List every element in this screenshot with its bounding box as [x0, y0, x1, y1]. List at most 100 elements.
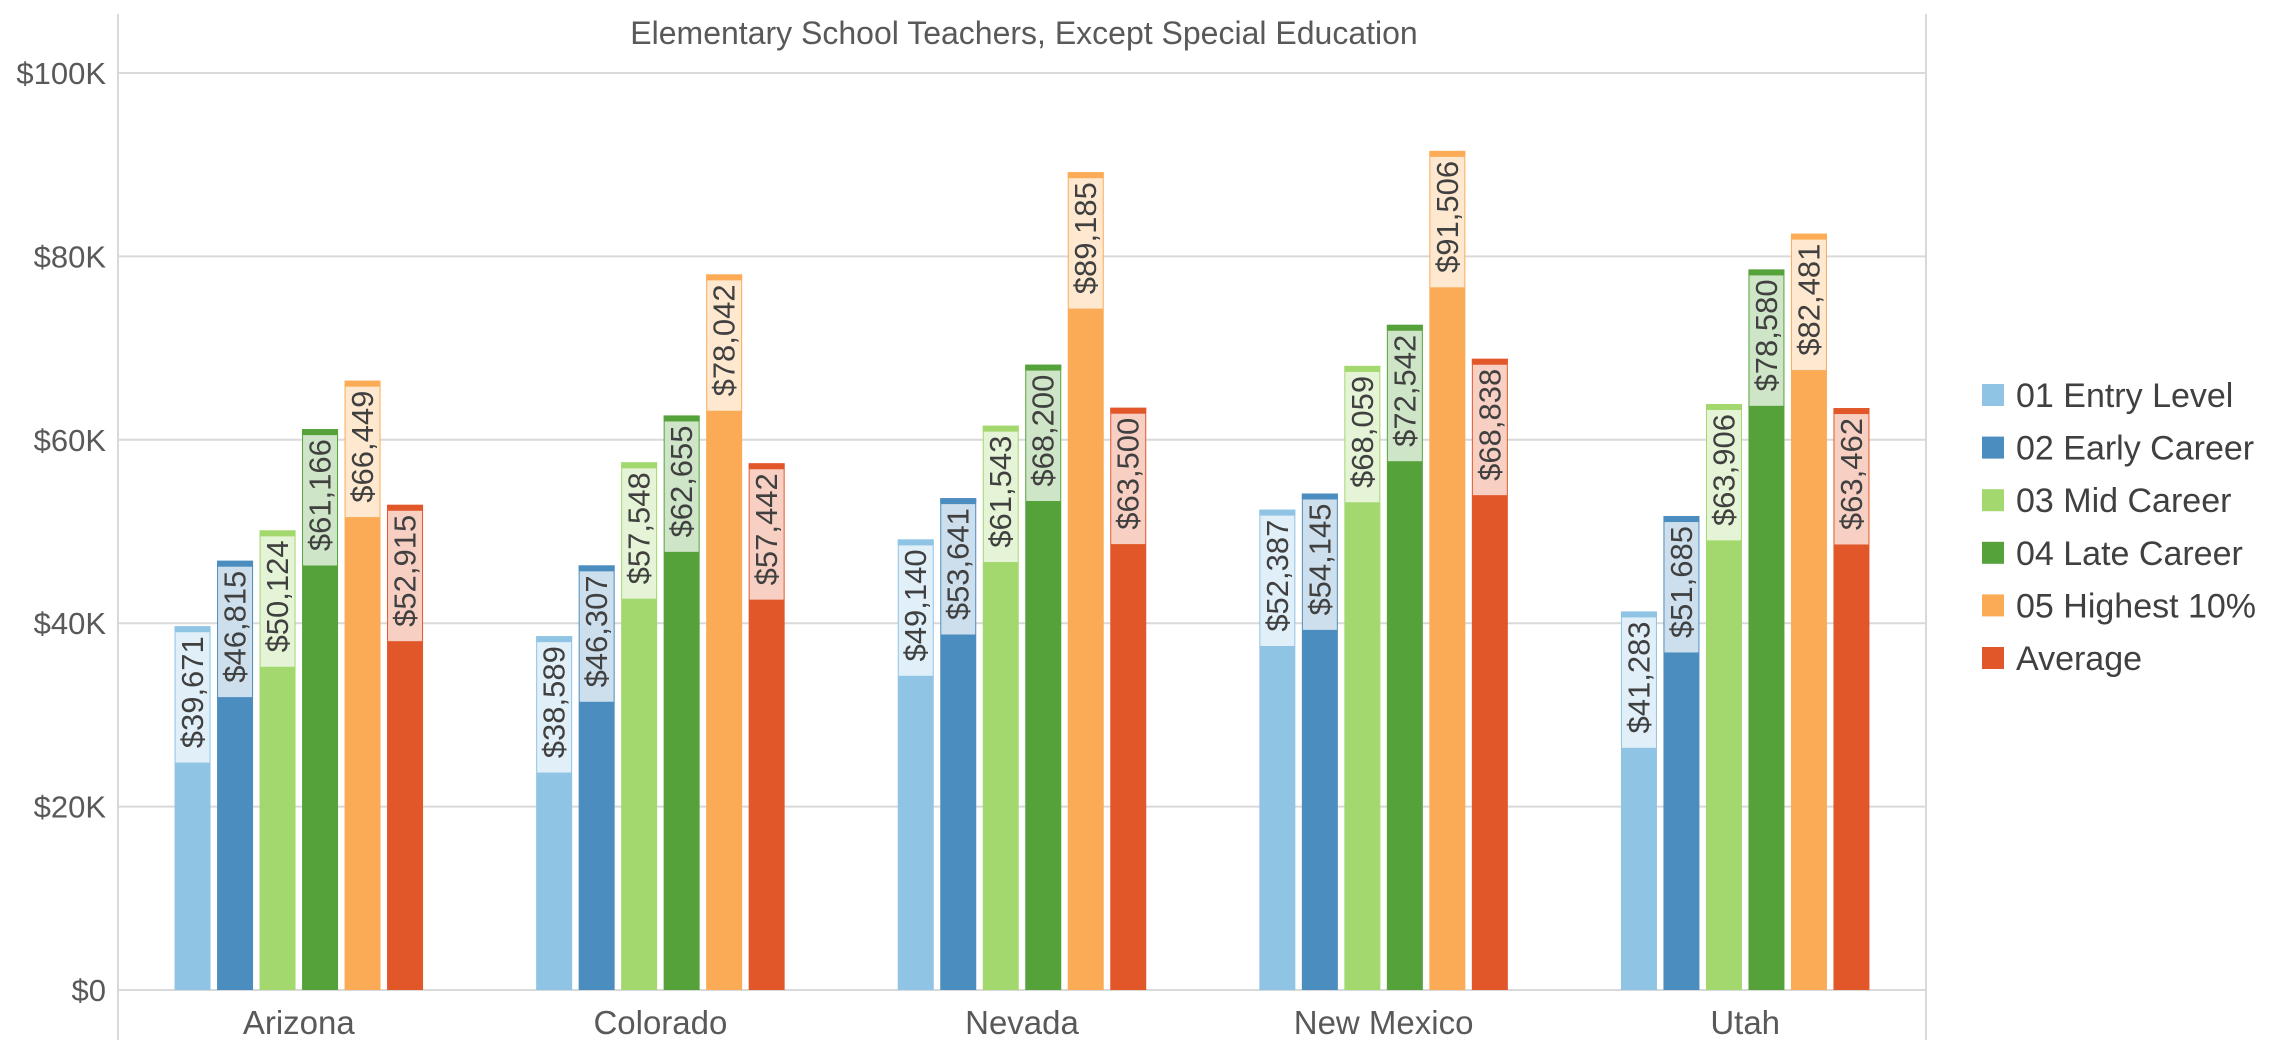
data-label: $52,915: [388, 515, 423, 627]
data-label-background: [345, 386, 380, 518]
legend-label: Average: [2016, 640, 2142, 678]
legend-label: 01 Entry Level: [2016, 377, 2233, 415]
legend-swatch: [1982, 489, 2004, 512]
legend: 01 Entry Level 02 Early Career 03 Mid Care…: [1982, 377, 2256, 678]
bar-top-edge: [982, 425, 1019, 431]
data-label: $38,589: [537, 646, 572, 758]
data-label: $52,387: [1260, 520, 1295, 632]
data-label: $41,283: [1621, 621, 1656, 733]
bar-top-edge: [217, 560, 254, 566]
data-label-background: [1026, 370, 1061, 502]
data-label: $66,449: [345, 391, 380, 503]
bar-top-edge: [1748, 269, 1785, 275]
bar-top-edge: [578, 565, 615, 571]
data-label: $46,815: [218, 571, 253, 683]
bar-top-edge: [1833, 408, 1870, 414]
bar-top-edge: [174, 626, 211, 632]
data-label: $53,641: [941, 508, 976, 620]
legend-label: 05 Highest 10%: [2016, 587, 2256, 625]
bar-top-edge: [1344, 365, 1381, 371]
data-label-background: [1791, 239, 1826, 371]
data-label: $63,462: [1834, 418, 1869, 530]
legend-label: 02 Early Career: [2016, 430, 2254, 468]
x-category-label: Utah: [1710, 1004, 1780, 1041]
y-tick-label: $100K: [16, 56, 106, 91]
data-label: $61,543: [983, 436, 1018, 548]
bar-top-edge: [259, 530, 296, 536]
data-label-background: [175, 632, 210, 763]
data-label: $51,685: [1664, 526, 1699, 638]
bar-top-edge: [706, 274, 743, 280]
bar[interactable]: [1429, 150, 1466, 990]
data-label: $78,042: [707, 284, 742, 396]
data-label-background: [1749, 275, 1784, 406]
bar-top-edge: [1067, 172, 1104, 178]
bar-top-edge: [1471, 358, 1508, 364]
bar-top-edge: [1705, 403, 1742, 409]
data-label-background: [664, 421, 699, 552]
data-label: $57,442: [749, 473, 784, 585]
data-label-background: [537, 642, 572, 773]
data-label: $62,655: [664, 425, 699, 537]
data-label-background: [941, 504, 976, 635]
data-label-background: [1706, 409, 1741, 541]
data-label-background: [1834, 414, 1869, 545]
y-tick-label: $20K: [34, 790, 107, 825]
bar-top-edge: [1259, 509, 1296, 515]
x-category-label: Nevada: [965, 1004, 1079, 1041]
y-tick-label: $40K: [34, 606, 107, 641]
bar-top-edge: [1790, 233, 1827, 239]
data-label: $68,059: [1345, 376, 1380, 488]
legend-swatch: [1982, 647, 2004, 669]
data-label-background: [1430, 156, 1465, 288]
bar-top-edge: [1429, 150, 1466, 156]
bar-top-edge: [663, 415, 700, 421]
data-label: $91,506: [1430, 161, 1465, 273]
data-labels: $39,671$46,815 $50,124$61,166 $66,449$52,9…: [175, 156, 1869, 773]
data-label-background: [260, 536, 295, 667]
bar-top-edge: [302, 429, 339, 435]
x-category-label: Arizona: [243, 1004, 356, 1041]
data-label-background: [1260, 515, 1295, 647]
data-label: $49,140: [898, 549, 933, 661]
data-label-background: [707, 280, 742, 411]
data-label-background: [1068, 178, 1103, 309]
data-label-background: [898, 545, 933, 676]
data-label: $54,145: [1302, 503, 1337, 615]
x-category-label: Colorado: [593, 1004, 727, 1041]
data-label: $68,838: [1472, 369, 1507, 481]
data-label-background: [579, 571, 614, 702]
bar-top-edge: [344, 380, 381, 386]
bar-top-edge: [1301, 493, 1338, 499]
data-label: $82,481: [1791, 244, 1826, 356]
bar-top-edge: [1663, 516, 1700, 522]
data-label: $63,906: [1706, 414, 1741, 526]
data-label-background: [622, 468, 657, 599]
axes: $0 $20K $40K $60K $80K $100K Arizona Colorado Ne…: [16, 14, 1927, 1041]
chart-title: Elementary School Teachers, Except Speci…: [630, 15, 1417, 51]
data-label: $68,200: [1026, 375, 1061, 487]
bar-top-edge: [1110, 407, 1147, 413]
legend-label: 03 Mid Career: [2016, 482, 2231, 520]
data-label-background: [1621, 617, 1656, 748]
y-tick-label: $80K: [34, 239, 107, 274]
y-tick-label: $60K: [34, 423, 107, 458]
data-label: $46,307: [579, 575, 614, 687]
data-label: $63,500: [1111, 418, 1146, 530]
legend-swatch: [1982, 384, 2004, 406]
data-label-background: [983, 431, 1018, 563]
data-label: $89,185: [1068, 182, 1103, 294]
bar-top-edge: [1620, 611, 1657, 617]
bar-top-edge: [748, 463, 785, 469]
bar-top-edge: [897, 539, 934, 545]
data-label: $50,124: [260, 540, 295, 652]
data-label-background: [1111, 413, 1146, 545]
data-label: $57,548: [622, 472, 657, 584]
data-label-background: [1302, 499, 1337, 630]
bars: [174, 150, 1870, 991]
bar-top-edge: [536, 636, 573, 642]
data-label: $72,542: [1387, 335, 1422, 447]
data-label-background: [1472, 364, 1507, 496]
